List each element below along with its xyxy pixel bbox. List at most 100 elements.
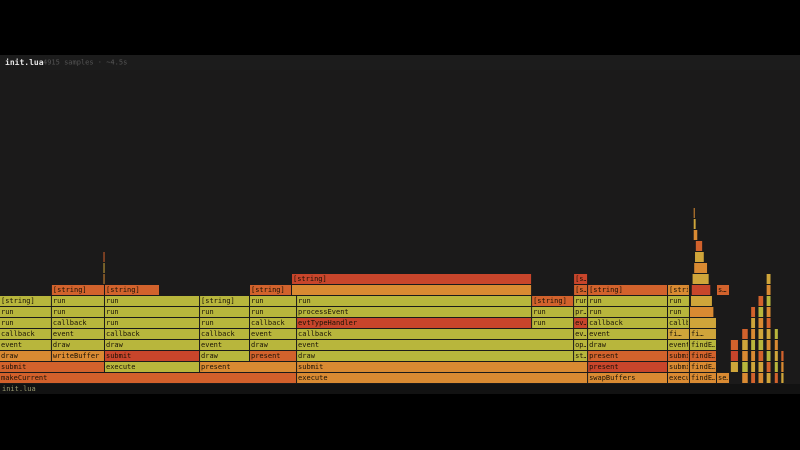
frame[interactable]: makeCurrent bbox=[0, 373, 297, 383]
frame[interactable]: fi… bbox=[689, 329, 716, 339]
frame[interactable]: findE… bbox=[689, 340, 716, 350]
frame[interactable] bbox=[103, 252, 105, 262]
frame[interactable] bbox=[758, 318, 764, 328]
frame[interactable] bbox=[742, 340, 748, 350]
frame[interactable]: submit bbox=[104, 351, 200, 361]
frame[interactable]: run bbox=[532, 307, 574, 317]
frame[interactable]: run bbox=[0, 307, 51, 317]
frame[interactable] bbox=[689, 307, 714, 317]
frame[interactable] bbox=[742, 351, 748, 361]
frame[interactable]: submit bbox=[667, 351, 694, 361]
frame[interactable]: present bbox=[250, 351, 297, 361]
frame[interactable] bbox=[781, 351, 784, 361]
frame[interactable]: event bbox=[200, 340, 250, 350]
frame[interactable]: run bbox=[297, 296, 532, 306]
frame[interactable] bbox=[751, 362, 756, 372]
frame[interactable]: submit bbox=[667, 362, 694, 372]
frame[interactable]: present bbox=[588, 362, 667, 372]
frame[interactable]: draw bbox=[297, 351, 574, 361]
frame[interactable]: draw bbox=[250, 340, 297, 350]
frame[interactable]: run bbox=[104, 296, 200, 306]
frame[interactable]: execu… bbox=[667, 373, 694, 383]
frame[interactable] bbox=[742, 373, 748, 383]
frame[interactable] bbox=[751, 373, 756, 383]
frame[interactable]: callback bbox=[51, 318, 104, 328]
frame[interactable]: ev… bbox=[574, 329, 588, 339]
frame[interactable] bbox=[751, 340, 756, 350]
frame[interactable]: callback bbox=[297, 329, 574, 339]
frame[interactable]: swapBuffers bbox=[588, 373, 667, 383]
frame[interactable] bbox=[103, 274, 105, 284]
frame[interactable] bbox=[695, 252, 704, 262]
frame[interactable]: findE… bbox=[689, 373, 716, 383]
frame[interactable] bbox=[758, 296, 764, 306]
frame[interactable] bbox=[742, 329, 748, 339]
frame[interactable]: event bbox=[588, 329, 667, 339]
frame[interactable] bbox=[751, 329, 756, 339]
frame[interactable]: writeBuffer bbox=[51, 351, 104, 361]
frame[interactable] bbox=[774, 351, 778, 361]
frame[interactable]: execute bbox=[297, 373, 588, 383]
frame[interactable]: callback bbox=[0, 329, 51, 339]
frame[interactable]: run bbox=[200, 307, 250, 317]
frame[interactable] bbox=[758, 340, 764, 350]
frame[interactable]: run bbox=[250, 307, 297, 317]
frame[interactable] bbox=[758, 307, 764, 317]
frame[interactable] bbox=[694, 263, 708, 273]
frame[interactable] bbox=[758, 373, 764, 383]
frame[interactable]: processEvent bbox=[297, 307, 532, 317]
frame[interactable]: run bbox=[667, 307, 689, 317]
frame[interactable]: event bbox=[0, 340, 51, 350]
frame[interactable]: submit bbox=[0, 362, 104, 372]
frame[interactable]: callback bbox=[250, 318, 297, 328]
frame[interactable]: draw bbox=[200, 351, 250, 361]
frame[interactable]: run bbox=[588, 296, 667, 306]
frame[interactable]: callback bbox=[667, 318, 704, 328]
frame[interactable] bbox=[690, 296, 712, 306]
frame[interactable] bbox=[758, 351, 764, 361]
frame[interactable] bbox=[781, 373, 784, 383]
frame[interactable] bbox=[766, 318, 771, 328]
frame[interactable]: findE… bbox=[689, 362, 716, 372]
frame[interactable]: present bbox=[200, 362, 297, 372]
frame[interactable]: op… bbox=[574, 340, 588, 350]
frame[interactable]: run bbox=[51, 307, 104, 317]
frame[interactable]: findE… bbox=[689, 351, 716, 361]
frame[interactable]: se… bbox=[716, 373, 731, 383]
frame[interactable]: present bbox=[588, 351, 667, 361]
frame[interactable]: run bbox=[532, 318, 574, 328]
frame[interactable] bbox=[766, 296, 771, 306]
frame[interactable]: [s… bbox=[574, 274, 588, 284]
frame[interactable] bbox=[692, 274, 709, 284]
frame[interactable] bbox=[693, 219, 696, 229]
frame[interactable]: [stri… bbox=[667, 285, 694, 295]
frame[interactable] bbox=[766, 307, 771, 317]
frame[interactable]: evtTypeHandler bbox=[297, 318, 532, 328]
frame[interactable] bbox=[766, 351, 771, 361]
frame[interactable] bbox=[730, 351, 738, 361]
frame[interactable]: [string] bbox=[292, 274, 532, 284]
frame[interactable] bbox=[693, 208, 695, 218]
frame[interactable]: ev… bbox=[574, 318, 588, 328]
frame[interactable]: run bbox=[574, 296, 588, 306]
frame[interactable]: [string] bbox=[104, 285, 159, 295]
frame[interactable] bbox=[730, 340, 738, 350]
frame[interactable] bbox=[691, 285, 711, 295]
frame[interactable] bbox=[689, 318, 716, 328]
frame[interactable] bbox=[292, 285, 532, 295]
frame[interactable]: callback bbox=[104, 329, 200, 339]
frame[interactable]: run bbox=[588, 307, 667, 317]
frame[interactable] bbox=[774, 340, 778, 350]
frame[interactable]: execute bbox=[104, 362, 200, 372]
frame[interactable]: draw bbox=[104, 340, 200, 350]
frame[interactable]: event bbox=[51, 329, 104, 339]
frame[interactable]: event bbox=[250, 329, 297, 339]
frame[interactable] bbox=[758, 362, 764, 372]
frame[interactable]: pr… bbox=[574, 307, 588, 317]
frame[interactable] bbox=[695, 241, 703, 251]
frame[interactable]: callback bbox=[200, 329, 250, 339]
frame[interactable] bbox=[766, 340, 771, 350]
frame[interactable] bbox=[730, 362, 738, 372]
frame[interactable] bbox=[758, 329, 764, 339]
frame[interactable]: [string] bbox=[588, 285, 667, 295]
